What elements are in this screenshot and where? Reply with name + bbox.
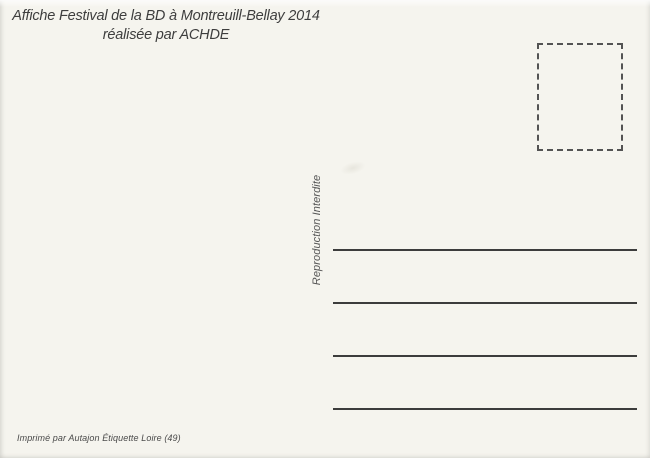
address-line — [333, 302, 637, 304]
stamp-box — [537, 43, 623, 151]
postcard-title-line2: réalisée par ACHDE — [102, 27, 230, 43]
imprint-text: Imprimé par Autajon Étiquette Loire (49) — [17, 433, 181, 443]
reproduction-notice: Reproduction Interdite — [311, 174, 323, 286]
postcard-title-line1: Affiche Festival de la BD à Montreuill-B… — [12, 8, 320, 24]
address-line — [333, 355, 637, 357]
scan-smudge — [338, 158, 368, 178]
postcard-title: Affiche Festival de la BD à Montreuill-B… — [12, 7, 320, 45]
address-line — [333, 408, 637, 410]
address-line — [333, 249, 637, 251]
